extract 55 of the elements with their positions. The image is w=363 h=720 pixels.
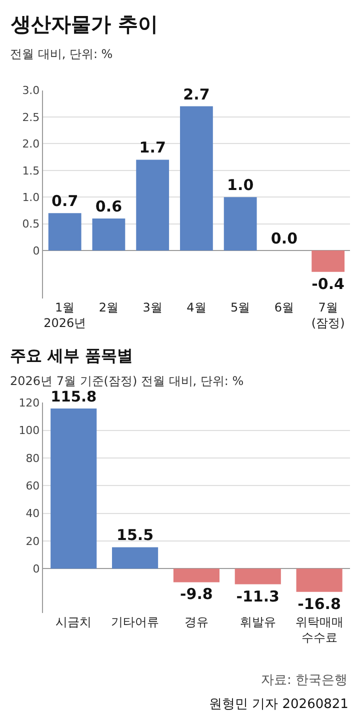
data-label: -9.8	[180, 585, 213, 604]
x-tick-label: 1월 2026년	[44, 300, 86, 330]
y-tick-label: 2.5	[22, 110, 40, 124]
x-tick-label: 5월	[230, 300, 250, 315]
y-tick-label: 0	[32, 244, 40, 258]
data-label: 1.0	[227, 176, 254, 194]
chart-subtitle: 전월 대비, 단위: %	[10, 47, 113, 61]
data-label: -11.3	[236, 587, 280, 606]
text: 원형민 기자 20260821	[209, 697, 348, 712]
x-tick-label: 위탁매매 수수료	[295, 614, 344, 644]
bar	[224, 197, 257, 250]
y-tick-label: 80	[26, 452, 40, 465]
x-tick-label: 4월	[186, 300, 206, 315]
data-label: 15.5	[116, 526, 154, 544]
data-label: 0.0	[270, 229, 298, 248]
x-tick-label: 2월	[98, 300, 119, 315]
y-tick-label: 1.5	[22, 164, 40, 178]
y-tick-label: 0.5	[22, 218, 40, 231]
text: 자료: 한국은행	[261, 673, 348, 688]
y-tick-label: 40	[26, 507, 40, 520]
data-label: 0.7	[52, 192, 78, 210]
chart-title: 주요 세부 품목별	[10, 346, 134, 365]
data-label: 0.6	[95, 197, 122, 216]
data-label: -16.8	[298, 594, 341, 613]
data-label: 2.7	[183, 85, 210, 104]
bar	[312, 250, 345, 272]
y-tick-label: 120	[18, 396, 40, 410]
bar	[173, 568, 220, 582]
bar	[112, 547, 158, 569]
bar	[50, 408, 97, 569]
y-tick-label: 0	[32, 562, 40, 576]
chart-title: 생산자물가 추이	[10, 12, 158, 36]
y-tick-label: 3.0	[22, 84, 40, 98]
x-tick-label: 6월	[274, 300, 294, 315]
y-tick-label: 2.0	[22, 138, 40, 151]
x-tick-label: 기타어류	[111, 614, 160, 629]
data-label: 1.7	[139, 138, 166, 157]
bar	[180, 106, 213, 250]
x-tick-label: 7월 (잠정)	[311, 300, 345, 330]
chart-subtitle: 2026년 7월 기준(잠정) 전월 대비, 단위: %	[10, 374, 244, 388]
x-tick-label: 시금치	[56, 614, 92, 629]
bar	[296, 568, 342, 592]
x-tick-label: 경유	[184, 614, 208, 629]
bar	[48, 213, 82, 250]
bar	[136, 160, 170, 250]
y-tick-label: 60	[26, 480, 40, 493]
y-tick-label: 20	[26, 534, 40, 548]
bar	[92, 218, 126, 250]
y-tick-label: 1.0	[22, 190, 40, 204]
data-label: 115.8	[50, 388, 97, 406]
x-tick-label: 3월	[142, 300, 162, 315]
y-tick-label: 100	[18, 424, 40, 438]
bar	[234, 568, 281, 584]
data-label: -0.4	[312, 274, 344, 293]
x-tick-label: 휘발유	[240, 614, 276, 629]
